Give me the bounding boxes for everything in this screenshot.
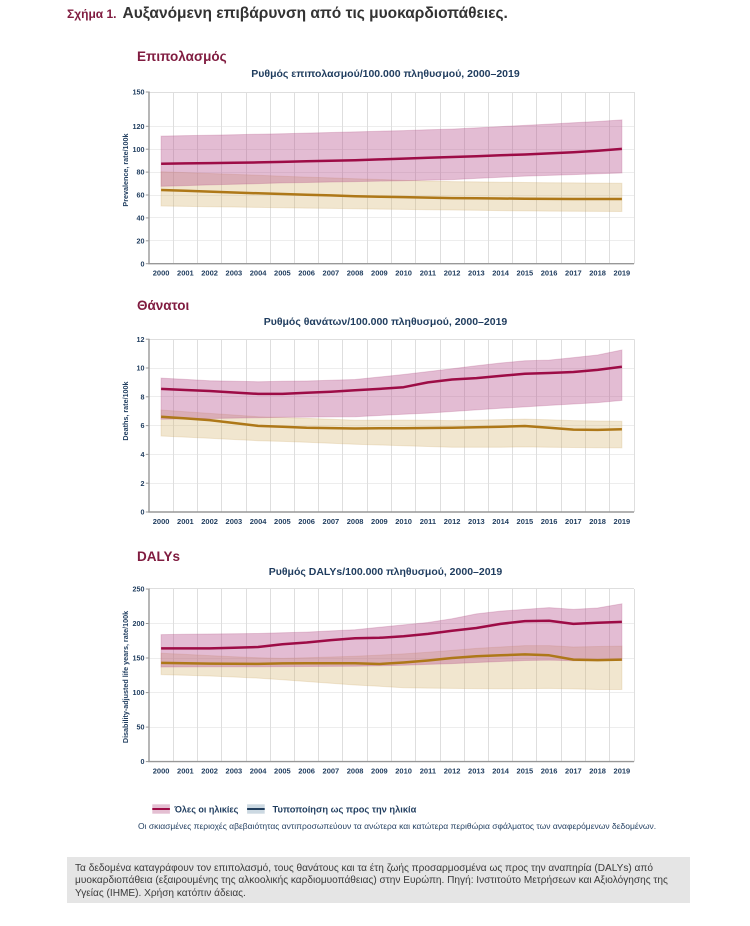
svg-text:12: 12: [137, 335, 145, 344]
svg-text:2003: 2003: [226, 269, 243, 278]
svg-text:2013: 2013: [468, 269, 485, 278]
svg-text:Disability-adjusted life years: Disability-adjusted life years, rate/100…: [121, 611, 130, 743]
svg-text:2017: 2017: [565, 269, 582, 278]
svg-text:2009: 2009: [371, 269, 388, 278]
svg-text:2016: 2016: [541, 269, 558, 278]
svg-text:Τυποποίηση ως προς την ηλικία: Τυποποίηση ως προς την ηλικία: [273, 805, 417, 815]
svg-text:2001: 2001: [177, 269, 194, 278]
svg-text:2010: 2010: [395, 767, 412, 776]
svg-text:2011: 2011: [420, 767, 436, 776]
svg-text:2005: 2005: [274, 269, 291, 278]
svg-text:2015: 2015: [517, 269, 534, 278]
svg-text:2012: 2012: [444, 517, 461, 526]
svg-text:250: 250: [133, 585, 145, 594]
svg-text:2006: 2006: [298, 517, 315, 526]
svg-text:2007: 2007: [323, 767, 340, 776]
svg-text:2011: 2011: [420, 517, 436, 526]
svg-text:2015: 2015: [517, 517, 534, 526]
svg-text:2012: 2012: [444, 269, 461, 278]
svg-text:2016: 2016: [541, 517, 558, 526]
svg-text:0: 0: [141, 508, 145, 517]
svg-text:Prevalence, rate/100k: Prevalence, rate/100k: [121, 133, 130, 206]
svg-text:2010: 2010: [395, 517, 412, 526]
svg-text:2019: 2019: [614, 269, 631, 278]
svg-text:100: 100: [133, 688, 145, 697]
svg-text:150: 150: [133, 88, 145, 97]
svg-text:2007: 2007: [323, 269, 340, 278]
svg-text:60: 60: [137, 191, 145, 200]
svg-text:2000: 2000: [153, 517, 170, 526]
svg-text:2001: 2001: [177, 767, 194, 776]
svg-text:40: 40: [137, 214, 145, 223]
svg-text:2002: 2002: [201, 517, 218, 526]
svg-text:2013: 2013: [468, 517, 485, 526]
svg-text:2004: 2004: [250, 269, 268, 278]
svg-text:2008: 2008: [347, 517, 364, 526]
svg-text:10: 10: [137, 364, 145, 373]
svg-text:2014: 2014: [492, 767, 510, 776]
svg-text:2012: 2012: [444, 767, 461, 776]
svg-text:Όλες οι ηλικίες: Όλες οι ηλικίες: [174, 805, 239, 815]
svg-text:2014: 2014: [492, 269, 510, 278]
svg-text:2009: 2009: [371, 517, 388, 526]
svg-text:8: 8: [141, 392, 145, 401]
svg-text:2001: 2001: [177, 517, 194, 526]
svg-text:2010: 2010: [395, 269, 412, 278]
svg-text:4: 4: [141, 450, 145, 459]
svg-text:2019: 2019: [614, 517, 631, 526]
svg-text:50: 50: [137, 723, 145, 732]
svg-text:2: 2: [141, 479, 145, 488]
svg-text:Deaths, rate/100k: Deaths, rate/100k: [121, 381, 130, 440]
svg-text:2013: 2013: [468, 767, 485, 776]
svg-text:150: 150: [133, 654, 145, 663]
svg-text:2018: 2018: [589, 767, 606, 776]
svg-text:2004: 2004: [250, 767, 268, 776]
svg-text:2004: 2004: [250, 517, 268, 526]
svg-text:2018: 2018: [589, 269, 606, 278]
svg-text:0: 0: [141, 259, 145, 268]
svg-text:2005: 2005: [274, 517, 291, 526]
svg-text:2017: 2017: [565, 767, 582, 776]
svg-text:2008: 2008: [347, 269, 364, 278]
svg-text:2002: 2002: [201, 767, 218, 776]
svg-text:2011: 2011: [420, 269, 436, 278]
svg-text:6: 6: [141, 421, 145, 430]
svg-text:2000: 2000: [153, 269, 170, 278]
svg-text:2002: 2002: [201, 269, 218, 278]
svg-text:2017: 2017: [565, 517, 582, 526]
svg-text:2016: 2016: [541, 767, 558, 776]
svg-text:2000: 2000: [153, 767, 170, 776]
svg-text:100: 100: [133, 145, 145, 154]
svg-text:120: 120: [133, 122, 145, 131]
svg-text:2007: 2007: [323, 517, 340, 526]
svg-text:2003: 2003: [226, 517, 243, 526]
svg-text:2018: 2018: [589, 517, 606, 526]
svg-text:2005: 2005: [274, 767, 291, 776]
svg-text:2014: 2014: [492, 517, 510, 526]
svg-text:2006: 2006: [298, 767, 315, 776]
svg-text:2003: 2003: [226, 767, 243, 776]
svg-text:200: 200: [133, 619, 145, 628]
svg-text:2006: 2006: [298, 269, 315, 278]
svg-text:80: 80: [137, 168, 145, 177]
svg-text:2009: 2009: [371, 767, 388, 776]
svg-text:20: 20: [137, 236, 145, 245]
svg-text:2008: 2008: [347, 767, 364, 776]
svg-text:2015: 2015: [517, 767, 534, 776]
svg-text:2019: 2019: [614, 767, 631, 776]
svg-text:0: 0: [141, 757, 145, 766]
